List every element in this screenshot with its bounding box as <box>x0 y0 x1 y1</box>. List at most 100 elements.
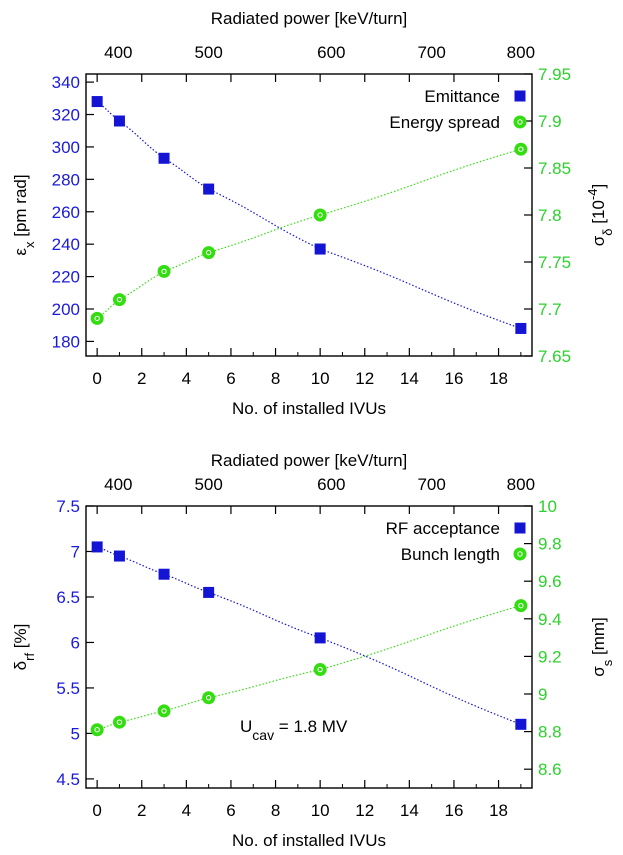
x-tick-label: 4 <box>182 369 191 388</box>
data-point-circle-ring <box>518 602 524 609</box>
legend-marker-circle <box>513 547 527 561</box>
data-point-circle-ring <box>317 212 323 218</box>
x-tick-label: 18 <box>489 801 508 820</box>
y-tick-label: 4.5 <box>56 770 80 789</box>
data-point-circle <box>112 293 126 307</box>
y-axis-label: εx [pm rad] <box>11 174 37 255</box>
data-point-square <box>113 550 125 562</box>
y-tick-label: 5 <box>71 724 80 743</box>
y-axis-label-main: δ <box>11 661 30 670</box>
y2-tick-label: 10 <box>538 497 557 516</box>
data-point-square <box>91 96 103 108</box>
y2-axis-label-sub: s <box>600 659 615 666</box>
y2-axis-label-end: ] <box>589 184 608 189</box>
top-tick-label: 600 <box>317 43 345 62</box>
top-axis-label: Radiated power [keV/turn] <box>211 9 408 28</box>
x-tick-label: 14 <box>400 801 419 820</box>
top-tick-label: 700 <box>417 475 445 494</box>
legend-marker-circle <box>513 115 527 129</box>
y2-tick-label: 9.4 <box>538 610 562 629</box>
y2-axis-label-sup: -4 <box>585 189 600 201</box>
y-axis-label-rest: [pm rad] <box>11 174 30 241</box>
data-point-circle <box>313 663 327 677</box>
series-line-1 <box>96 101 522 330</box>
x-tick-label: 2 <box>137 369 146 388</box>
y2-tick-label: 7.7 <box>538 300 562 319</box>
y2-tick-label: 9.6 <box>538 572 562 591</box>
data-point-circle-ring <box>205 695 212 701</box>
data-point-circle-ring <box>116 719 123 725</box>
data-point-circle-ring <box>161 708 167 714</box>
legend-marker-square <box>514 90 526 102</box>
data-point-circle-ring <box>317 666 323 673</box>
top-tick-label: 500 <box>194 475 222 494</box>
data-point-circle <box>202 691 216 705</box>
data-point-circle-ring <box>518 146 524 152</box>
legend-label: RF acceptance <box>386 519 500 538</box>
y2-axis-label-rest: [mm] <box>589 617 608 660</box>
annotation-ucav: Ucav = 1.8 MV <box>240 717 348 743</box>
data-point-square <box>515 322 527 334</box>
legend-marker-circle-ring <box>517 119 523 125</box>
x-axis-label: No. of installed IVUs <box>232 399 386 418</box>
y-tick-label: 340 <box>52 73 80 92</box>
top-tick-label: 700 <box>417 43 445 62</box>
data-point-circle <box>313 208 327 222</box>
y-tick-label: 220 <box>52 268 80 287</box>
y2-tick-label: 7.95 <box>538 65 571 84</box>
y2-tick-label: 8.8 <box>538 723 562 742</box>
data-point-circle <box>90 723 104 737</box>
top-axis-label: Radiated power [keV/turn] <box>211 451 408 470</box>
top-tick-label: 800 <box>507 475 535 494</box>
data-point-circle <box>202 246 216 260</box>
chart-panel-2: 0 2 4 6 8 10 12 14 16 18 400 500 600 700 800 Radiated p… <box>11 451 615 850</box>
legend-label: Bunch length <box>401 545 500 564</box>
x-tick-label: 12 <box>355 369 374 388</box>
data-point-circle <box>157 704 171 718</box>
x-axis-label: No. of installed IVUs <box>232 831 386 850</box>
data-point-square <box>314 632 326 644</box>
y-tick-label: 240 <box>52 235 80 254</box>
data-point-circle-ring <box>205 249 212 256</box>
top-tick-label: 400 <box>104 43 132 62</box>
y-tick-label: 7 <box>71 542 80 561</box>
y2-tick-label: 8.6 <box>538 760 562 779</box>
data-point-square <box>203 183 215 195</box>
data-point-square <box>113 115 125 127</box>
y-tick-label: 5.5 <box>56 679 80 698</box>
y2-tick-label: 7.9 <box>538 112 562 131</box>
x-tick-label: 4 <box>182 801 191 820</box>
data-point-square <box>158 152 170 164</box>
top-tick-label: 600 <box>317 475 345 494</box>
legend-label: Energy spread <box>389 113 500 132</box>
y-tick-label: 320 <box>52 106 80 125</box>
y2-tick-label: 9.2 <box>538 647 562 666</box>
y2-axis-label-main: σ <box>589 666 608 677</box>
x-tick-label: 18 <box>489 369 508 388</box>
legend-marker-square <box>514 522 526 534</box>
data-point-square <box>91 541 103 553</box>
x-tick-label: 0 <box>92 369 101 388</box>
x-tick-label: 0 <box>92 801 101 820</box>
y2-tick-label: 7.8 <box>538 206 562 225</box>
x-tick-label: 10 <box>311 369 330 388</box>
y2-axis-label-rest: [10 <box>589 200 608 228</box>
data-point-square <box>515 718 527 730</box>
plot-frame <box>85 505 533 789</box>
x-tick-label: 8 <box>271 369 280 388</box>
data-point-circle-ring <box>116 296 123 303</box>
y2-axis-label-sub: δ <box>600 228 615 235</box>
data-point-circle-ring <box>161 268 167 275</box>
x-tick-label: 2 <box>137 801 146 820</box>
y2-axis-label: σδ [10-4] <box>585 184 615 246</box>
y2-tick-label: 7.65 <box>538 347 571 366</box>
y-axis-label-sub: rf <box>22 653 37 661</box>
annotation-rest: = 1.8 MV <box>274 717 348 736</box>
y2-axis-label: σs [mm] <box>589 617 615 677</box>
y-tick-label: 260 <box>52 203 80 222</box>
x-tick-label: 12 <box>355 801 374 820</box>
x-tick-label: 16 <box>444 369 463 388</box>
chart-panel-1: 0 2 4 6 8 10 12 14 16 18 400 500 600 700 800 Radiated p… <box>11 9 615 418</box>
data-point-circle <box>157 264 171 278</box>
